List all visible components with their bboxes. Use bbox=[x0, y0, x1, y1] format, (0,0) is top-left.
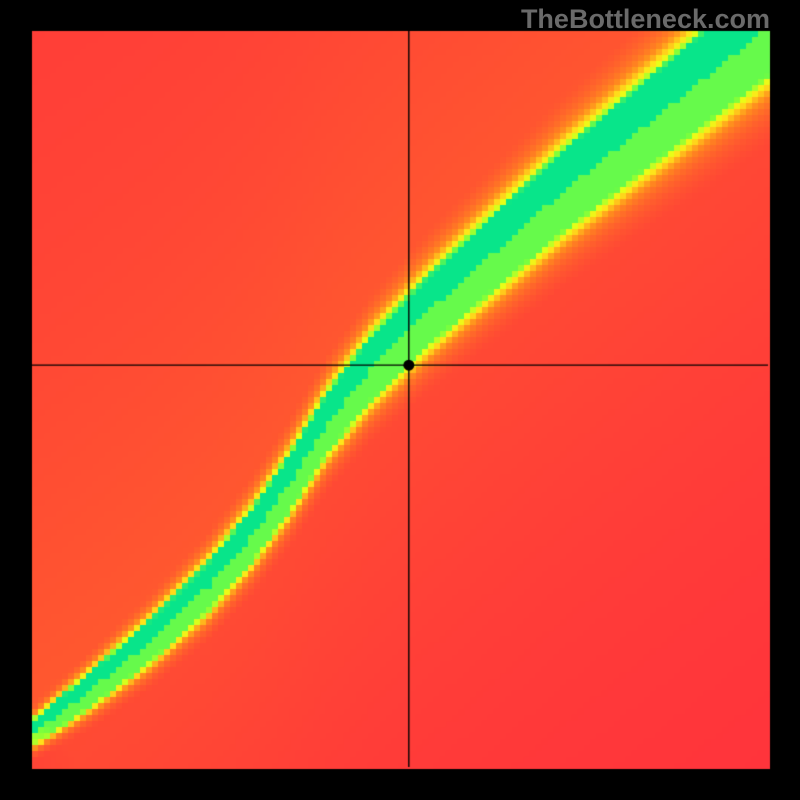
source-watermark: TheBottleneck.com bbox=[521, 4, 770, 35]
bottleneck-heatmap bbox=[0, 0, 800, 800]
